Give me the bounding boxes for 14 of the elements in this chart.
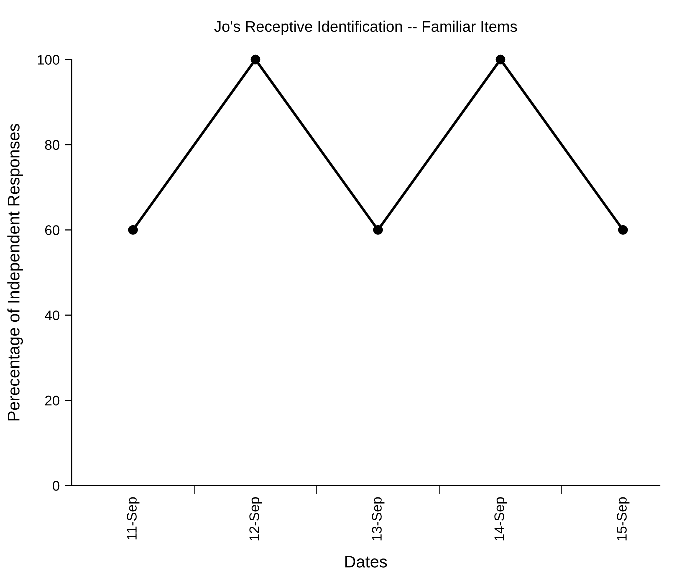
y-tick-label: 20 [45,396,60,406]
x-tick-label: 15-Sep [617,497,630,541]
x-tick-label: 14-Sep [494,497,508,541]
x-tick-label: 12-Sep [250,497,262,541]
y-tick-label: 40 [45,310,60,321]
x-tick-label: 13-Sep [372,497,385,541]
y-tick-label: 100 [38,55,60,65]
y-axis-title: Perecentage of Independent Responses [8,124,24,421]
y-tick-label: 60 [45,226,60,236]
x-tick-label: 11-Sep [127,497,140,540]
x-axis-title: Dates [346,556,388,568]
y-tick-label: 0 [52,481,60,491]
chart-title: Jo's Receptive Identification -- Familiar Items [214,20,518,36]
y-tick-label: 80 [45,140,60,150]
